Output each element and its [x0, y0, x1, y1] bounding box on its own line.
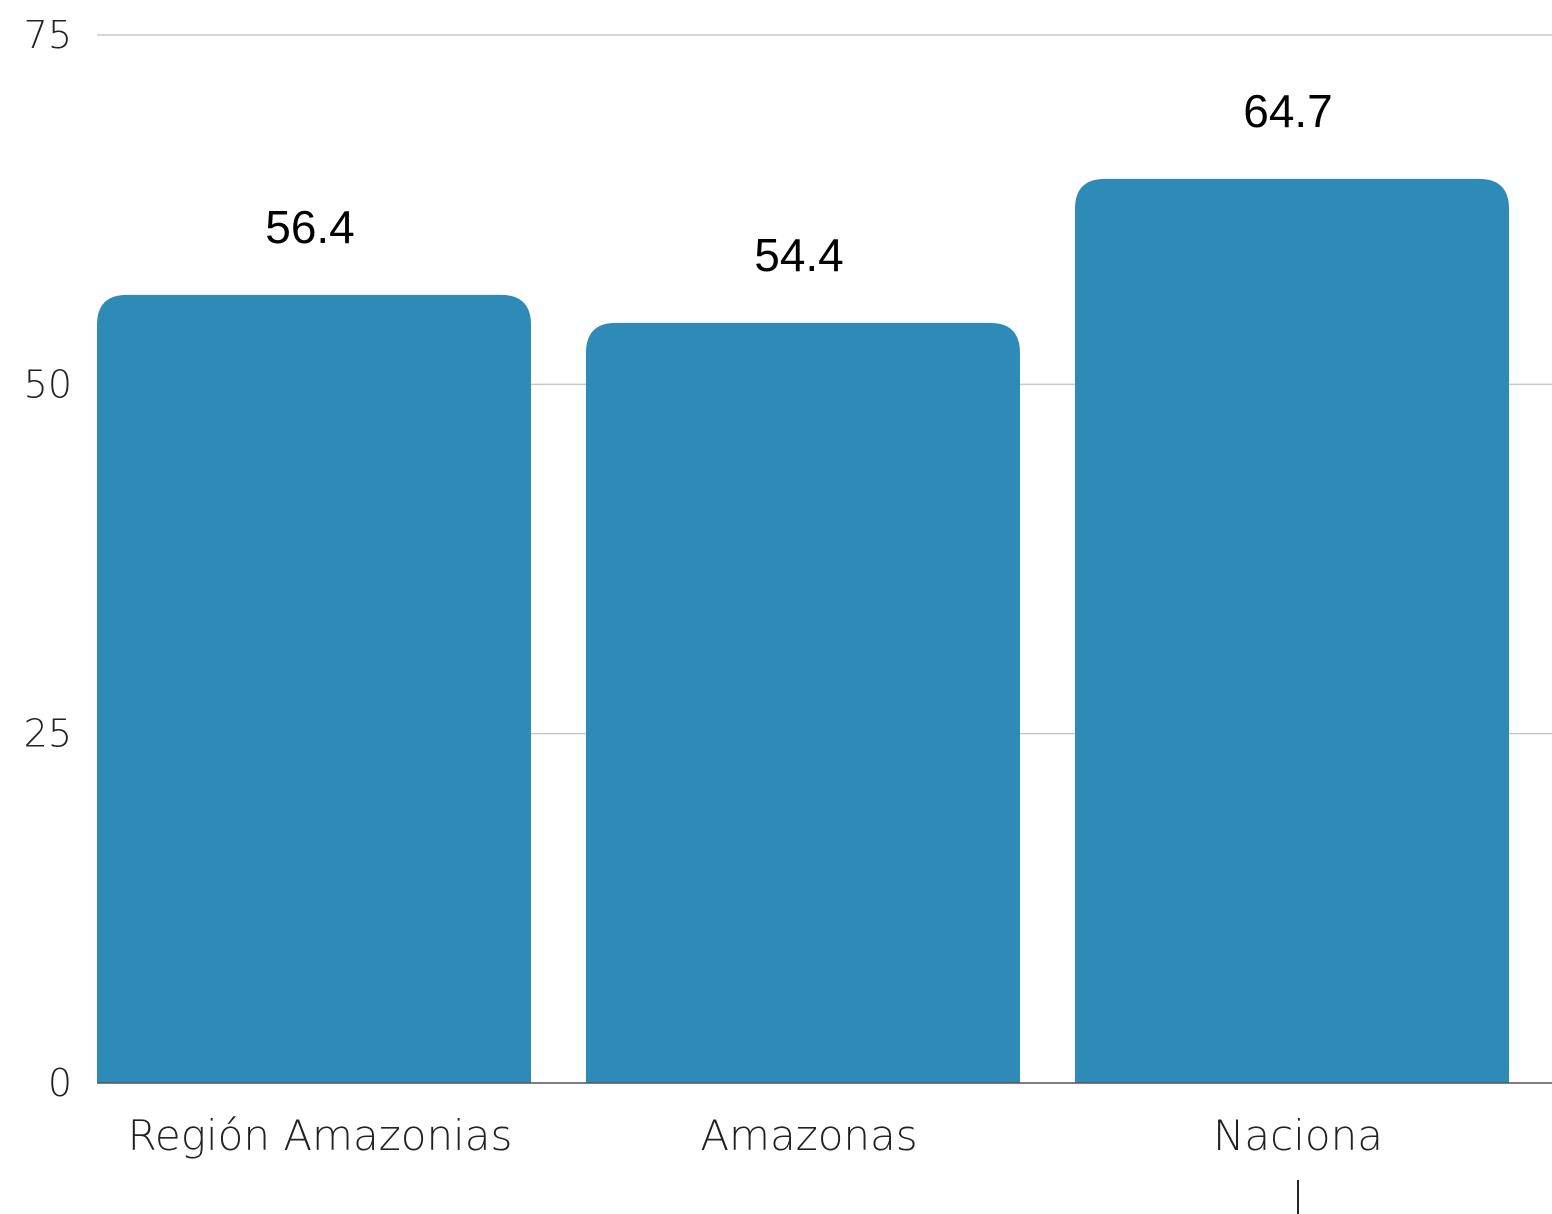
- x-tick-label: Amazonas: [700, 1111, 917, 1160]
- y-tick-label: 75: [24, 13, 72, 57]
- y-axis-ticks: 0 25 50 75: [24, 13, 72, 1105]
- data-label: 54.4: [754, 229, 844, 281]
- bar: [586, 322, 1020, 1083]
- x-tick-label: Naciona |: [1213, 1111, 1383, 1214]
- y-tick-label: 0: [48, 1061, 72, 1105]
- x-axis-ticks: Región Amazonias Amazonas Naciona |: [97, 1082, 1552, 1214]
- data-label: 56.4: [265, 201, 355, 253]
- data-labels: 56.4 54.4 64.7: [265, 85, 1333, 281]
- y-tick-label: 25: [24, 712, 72, 756]
- data-label: 64.7: [1243, 85, 1333, 137]
- bars: [97, 178, 1509, 1083]
- x-tick-label: Región Amazonias: [128, 1111, 513, 1160]
- y-tick-label: 50: [24, 362, 72, 406]
- bar: [1075, 178, 1509, 1083]
- bar: [97, 294, 531, 1083]
